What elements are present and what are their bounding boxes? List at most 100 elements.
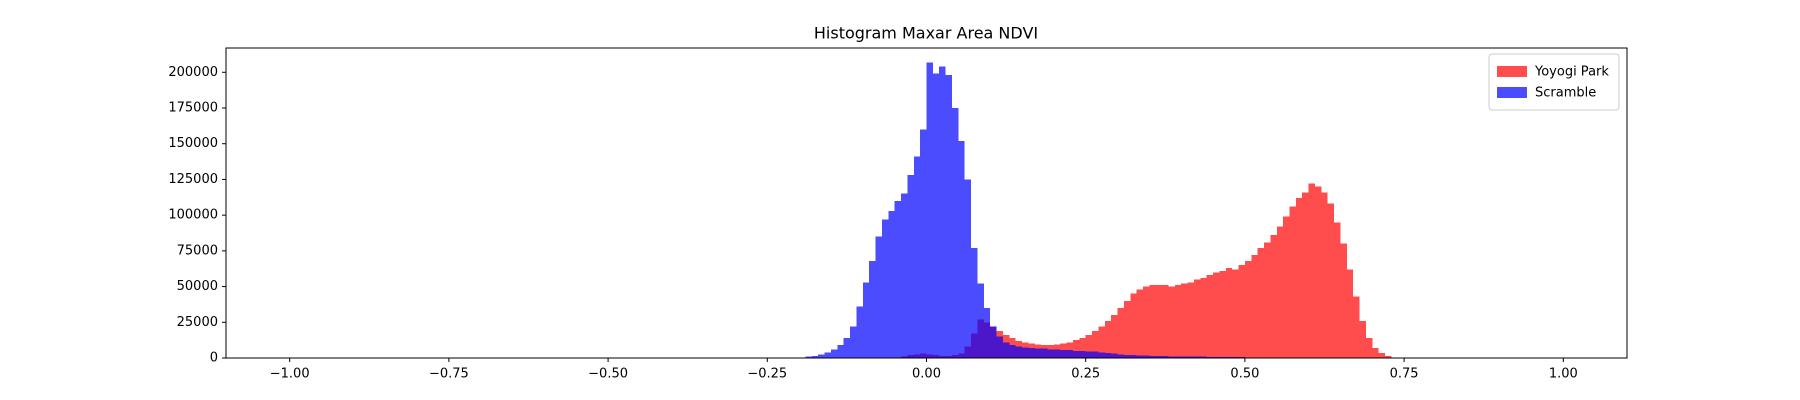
legend-label: Scramble xyxy=(1535,86,1596,101)
y-tick-label: 50000 xyxy=(177,279,218,294)
histogram-bar xyxy=(862,282,870,358)
x-tick-label: 0.00 xyxy=(912,367,941,382)
histogram-bar xyxy=(1162,356,1169,358)
histogram-bar xyxy=(913,156,921,358)
histogram-bar xyxy=(888,210,895,358)
histogram-bar xyxy=(971,248,978,358)
x-tick-label: 0.25 xyxy=(1071,367,1100,382)
histogram-bar xyxy=(824,352,831,358)
histogram-bar xyxy=(1162,285,1169,358)
y-tick-label: 175000 xyxy=(168,101,218,116)
histogram-bar xyxy=(1104,353,1112,358)
histogram-bar xyxy=(1130,293,1137,358)
histogram-bar xyxy=(1028,348,1035,358)
histogram-bar xyxy=(1136,289,1144,358)
histogram-bar xyxy=(1213,272,1220,358)
histogram-bar xyxy=(1098,326,1105,358)
y-tick-label: 0 xyxy=(210,351,218,366)
histogram-bar xyxy=(1206,356,1214,358)
histogram-bar xyxy=(1123,355,1131,358)
histogram-bar xyxy=(1092,351,1099,358)
x-tick-label: −0.75 xyxy=(429,367,469,382)
histogram-bar xyxy=(920,129,927,358)
y-tick-label: 75000 xyxy=(177,243,218,258)
histogram-bar xyxy=(907,175,914,358)
x-tick-label: 1.00 xyxy=(1549,367,1578,382)
histogram-bar xyxy=(850,326,857,358)
histogram-bar xyxy=(1200,356,1207,358)
y-tick-label: 200000 xyxy=(168,65,218,80)
histogram-bar xyxy=(1334,222,1341,358)
histogram-bar xyxy=(1174,285,1182,358)
histogram-bar xyxy=(843,338,851,358)
histogram-bar xyxy=(996,336,1003,358)
histogram-bar xyxy=(1111,353,1118,358)
histogram-bar xyxy=(805,356,812,358)
histogram-bar xyxy=(1098,352,1105,358)
histogram-bar xyxy=(1238,265,1245,358)
histogram-bar xyxy=(1251,255,1258,358)
histogram-bar xyxy=(1092,330,1099,358)
histogram-bar xyxy=(875,236,882,358)
histogram-bar xyxy=(1104,320,1112,358)
histogram-bar xyxy=(1353,296,1360,358)
histogram-bar xyxy=(964,179,972,358)
histogram-bar xyxy=(1009,345,1016,358)
histogram-bar xyxy=(1225,268,1233,358)
histogram-bar xyxy=(1314,186,1322,358)
histogram-bar xyxy=(983,308,991,358)
histogram-bar xyxy=(1378,353,1386,358)
histogram-bar xyxy=(811,355,819,358)
histogram-bar xyxy=(1123,300,1131,358)
x-tick-label: −1.00 xyxy=(270,367,310,382)
histogram-bar xyxy=(1015,346,1023,358)
histogram-bar xyxy=(1130,355,1137,358)
histogram-bar xyxy=(1149,285,1156,358)
histogram-bar xyxy=(939,66,946,359)
histogram-bar xyxy=(1041,348,1048,358)
histogram-bar xyxy=(1072,340,1080,358)
histogram-bar xyxy=(1321,192,1328,358)
histogram-bar xyxy=(1289,206,1296,358)
histogram-bar xyxy=(1136,355,1144,358)
histogram-bar xyxy=(1047,349,1054,358)
histogram-bar xyxy=(945,75,952,359)
histogram-bar xyxy=(932,73,940,358)
histogram-bar xyxy=(958,140,965,358)
histogram-bar xyxy=(1149,355,1156,358)
y-tick-label: 100000 xyxy=(168,208,218,223)
histogram-bar xyxy=(1257,248,1265,358)
histogram-bar xyxy=(1385,355,1392,358)
histogram-bar xyxy=(1002,342,1010,358)
histogram-bar xyxy=(1079,338,1086,358)
histogram-bar xyxy=(1085,335,1093,358)
legend-label: Yoyogi Park xyxy=(1534,65,1609,80)
histogram-bar xyxy=(1200,278,1207,358)
histogram-bar xyxy=(1079,350,1086,358)
histogram-bar xyxy=(830,349,838,358)
histogram-bar xyxy=(1206,275,1214,358)
histogram-bar xyxy=(1187,356,1194,358)
y-tick-label: 125000 xyxy=(168,172,218,187)
histogram-bar xyxy=(990,326,997,358)
histogram-bar xyxy=(1283,216,1290,358)
histogram-bar xyxy=(1193,356,1201,358)
histogram-bar xyxy=(856,306,863,358)
histogram-bar xyxy=(1264,242,1271,358)
histogram-bar xyxy=(1085,351,1093,358)
histogram-bar xyxy=(1155,356,1163,358)
histogram-bar xyxy=(1034,348,1042,358)
histogram-bar xyxy=(1270,235,1277,358)
legend-swatch xyxy=(1497,66,1527,77)
histogram-bar xyxy=(1372,348,1379,358)
x-tick-label: −0.25 xyxy=(747,367,787,382)
x-tick-label: 0.75 xyxy=(1390,367,1419,382)
histogram-bar xyxy=(1181,356,1188,358)
histogram-bar xyxy=(1232,269,1239,358)
histogram-bar xyxy=(1181,283,1188,358)
histogram-bar xyxy=(1117,308,1124,358)
legend-swatch xyxy=(1497,87,1527,98)
x-tick-label: −0.50 xyxy=(588,367,628,382)
histogram-bar xyxy=(1053,349,1061,358)
